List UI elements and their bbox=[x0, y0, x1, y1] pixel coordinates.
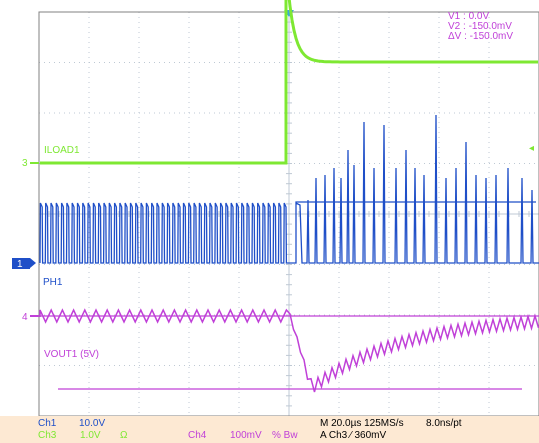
cursor-v1-value: V1 : 0.0V bbox=[448, 11, 490, 22]
ph-label: PH1 bbox=[43, 277, 63, 288]
ch1-scale: 10.0V bbox=[79, 418, 106, 429]
vout-ripple-waveform bbox=[39, 308, 539, 393]
ch4-name: Ch4 bbox=[188, 430, 207, 441]
ch3-scale: 1.0V bbox=[80, 430, 101, 441]
cursor-v2-value: V2 : -150.0mV bbox=[448, 21, 512, 32]
status-bar: Ch1 10.0V Ch3 1.0V Ω Ch4 100mV % Bw M 20… bbox=[0, 416, 539, 443]
ph-switching-waveform bbox=[39, 114, 539, 264]
ch3-coupling: Ω bbox=[120, 430, 128, 441]
ch1-marker[interactable]: 1 bbox=[17, 259, 23, 270]
ch3-marker[interactable]: 3 bbox=[22, 158, 28, 169]
ch4-bandwidth: % Bw bbox=[272, 430, 298, 441]
vout-label: VOUT1 (5V) bbox=[44, 349, 99, 360]
iload-waveform bbox=[40, 0, 538, 165]
horizontal-scale: M 20.0µs 125MS/s bbox=[320, 418, 404, 429]
sample-interval: 8.0ns/pt bbox=[426, 418, 462, 429]
cursor-delta-value: ΔV : -150.0mV bbox=[448, 31, 514, 42]
ch1-marker-group[interactable]: 1 bbox=[12, 258, 36, 270]
iload-label: ILOAD1 bbox=[44, 145, 80, 156]
right-edge-marker: ◂ bbox=[529, 143, 534, 154]
cursor-readout: V1 : 0.0V V2 : -150.0mV ΔV : -150.0mV bbox=[448, 12, 513, 42]
ch3-name: Ch3 bbox=[38, 430, 57, 441]
ch1-name: Ch1 bbox=[38, 418, 57, 429]
trigger-setting: A Ch3 ⁄ 360mV bbox=[320, 430, 387, 441]
ch4-marker[interactable]: 4 bbox=[22, 312, 28, 323]
ch4-scale: 100mV bbox=[230, 430, 262, 441]
